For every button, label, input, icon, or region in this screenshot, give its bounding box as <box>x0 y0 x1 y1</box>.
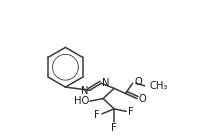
Text: O: O <box>134 77 142 87</box>
Text: F: F <box>128 107 134 117</box>
Text: F: F <box>94 110 100 120</box>
Text: N: N <box>81 86 89 96</box>
Text: N: N <box>102 78 110 88</box>
Text: O: O <box>139 94 147 104</box>
Text: CH₃: CH₃ <box>150 81 168 91</box>
Text: HO: HO <box>74 96 89 106</box>
Text: F: F <box>111 123 117 133</box>
